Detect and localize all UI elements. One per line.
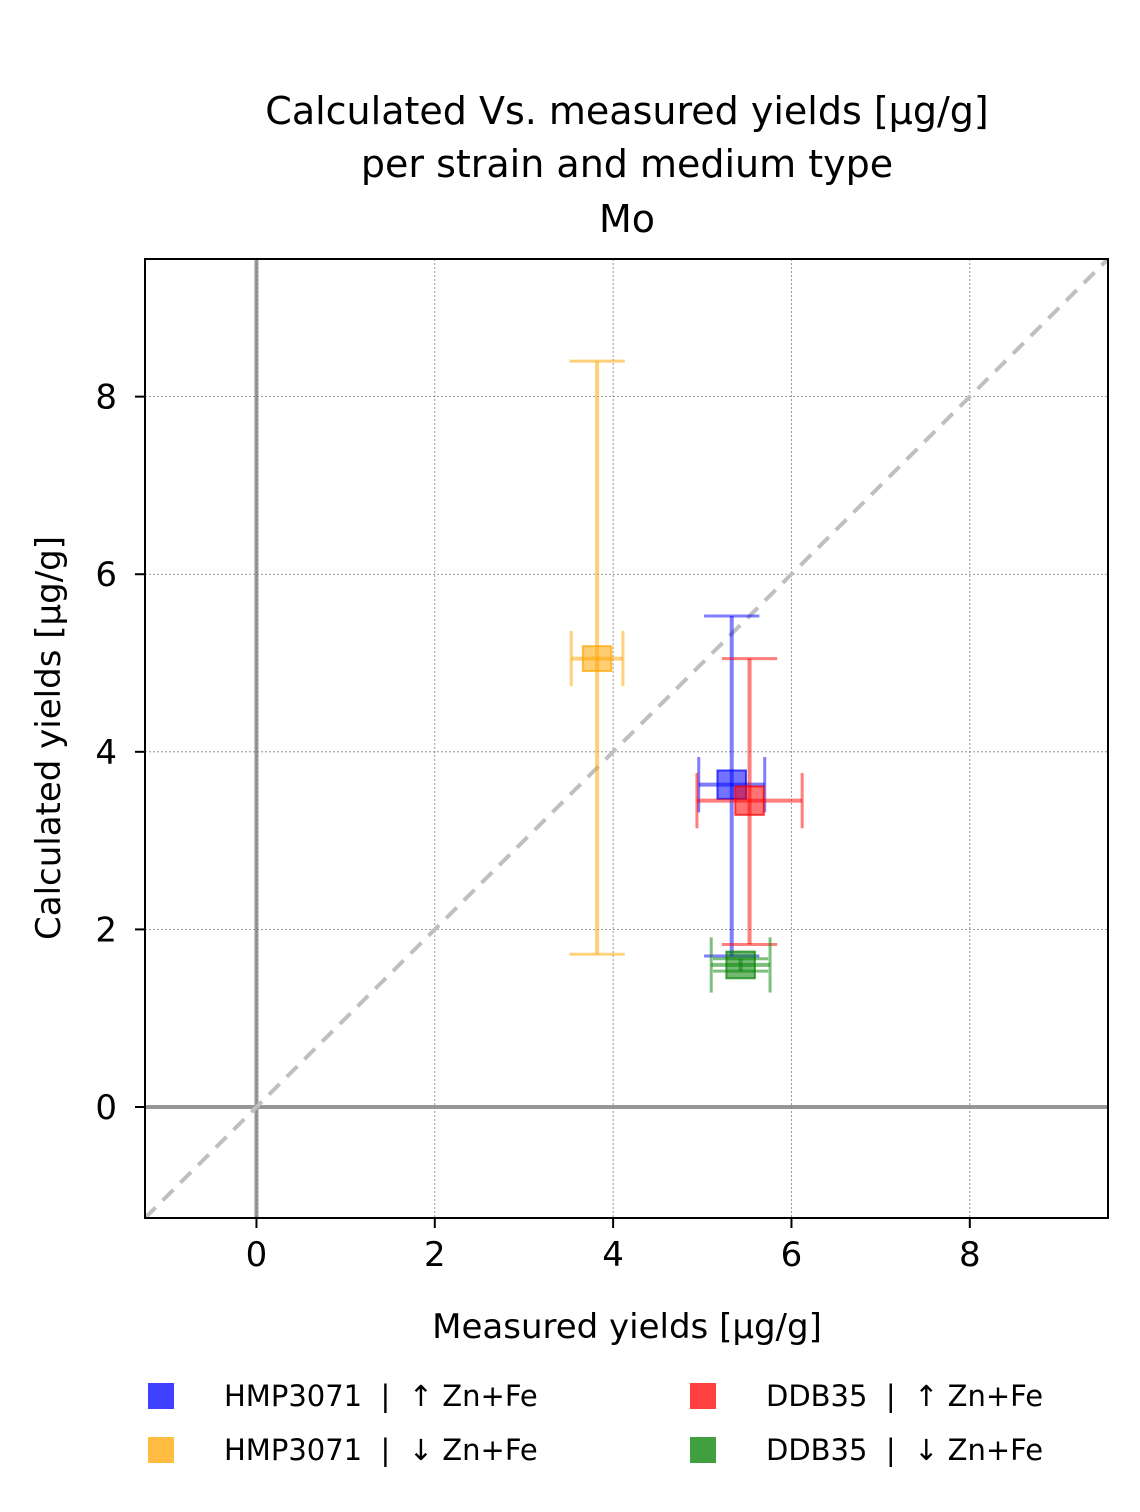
legend-label: HMP3071 | ↓ Zn+Fe	[224, 1433, 538, 1467]
data-point-box	[725, 950, 756, 980]
chart-title-line-1: Calculated Vs. measured yields [µg/g]	[265, 89, 988, 133]
x-tick-label: 8	[959, 1235, 981, 1275]
y-tick-label: 8	[95, 378, 117, 418]
plot-border	[144, 258, 1109, 1219]
plot-frame	[144, 258, 1109, 1219]
data-point-box	[581, 645, 613, 673]
data-marks	[569, 359, 804, 993]
x-tick-label: 2	[424, 1235, 446, 1275]
y-tick-label: 4	[95, 733, 117, 773]
x-tick-label: 6	[781, 1235, 803, 1275]
chart-title-line-3: Mo	[599, 197, 655, 241]
legend-label: DDB35 | ↓ Zn+Fe	[766, 1433, 1044, 1467]
legend-label: DDB35 | ↑ Zn+Fe	[766, 1379, 1044, 1413]
legend-item-hmp3071-down: HMP3071 | ↓ Zn+Fe	[148, 1430, 538, 1470]
data-point-box	[716, 769, 747, 800]
chart-title: Calculated Vs. measured yields [µg/g] pe…	[265, 89, 988, 241]
legend-label: HMP3071 | ↑ Zn+Fe	[224, 1379, 538, 1413]
x-axis-ticks: 0 2 4 6 8	[246, 1218, 981, 1275]
legend-swatch	[690, 1437, 716, 1463]
identity-line-dashed	[143, 257, 1110, 1220]
legend-swatch	[148, 1383, 174, 1409]
data-point-box	[734, 785, 765, 816]
legend-item-ddb35-up: DDB35 | ↑ Zn+Fe	[690, 1376, 1043, 1416]
series-1	[569, 359, 625, 956]
zero-lines	[145, 259, 1108, 1218]
y-tick-label: 2	[95, 910, 117, 950]
y-axis-label: Calculated yields [µg/g]	[29, 536, 69, 940]
identity-line	[143, 257, 1110, 1220]
legend-swatch	[148, 1437, 174, 1463]
series-3	[709, 937, 772, 993]
x-axis-label: Measured yields [µg/g]	[432, 1307, 822, 1347]
legend: HMP3071 | ↑ Zn+Fe HMP3071 | ↓ Zn+Fe DDB3…	[140, 1370, 1140, 1490]
chart-title-line-2: per strain and medium type	[361, 142, 893, 186]
y-axis-ticks: 0 2 4 6 8	[95, 378, 145, 1128]
series-2	[695, 657, 804, 947]
x-tick-label: 4	[602, 1235, 624, 1275]
legend-swatch	[690, 1383, 716, 1409]
x-tick-label: 0	[246, 1235, 268, 1275]
y-tick-label: 0	[95, 1088, 117, 1128]
y-tick-label: 6	[95, 555, 117, 595]
legend-item-hmp3071-up: HMP3071 | ↑ Zn+Fe	[148, 1376, 538, 1416]
legend-item-ddb35-down: DDB35 | ↓ Zn+Fe	[690, 1430, 1043, 1470]
